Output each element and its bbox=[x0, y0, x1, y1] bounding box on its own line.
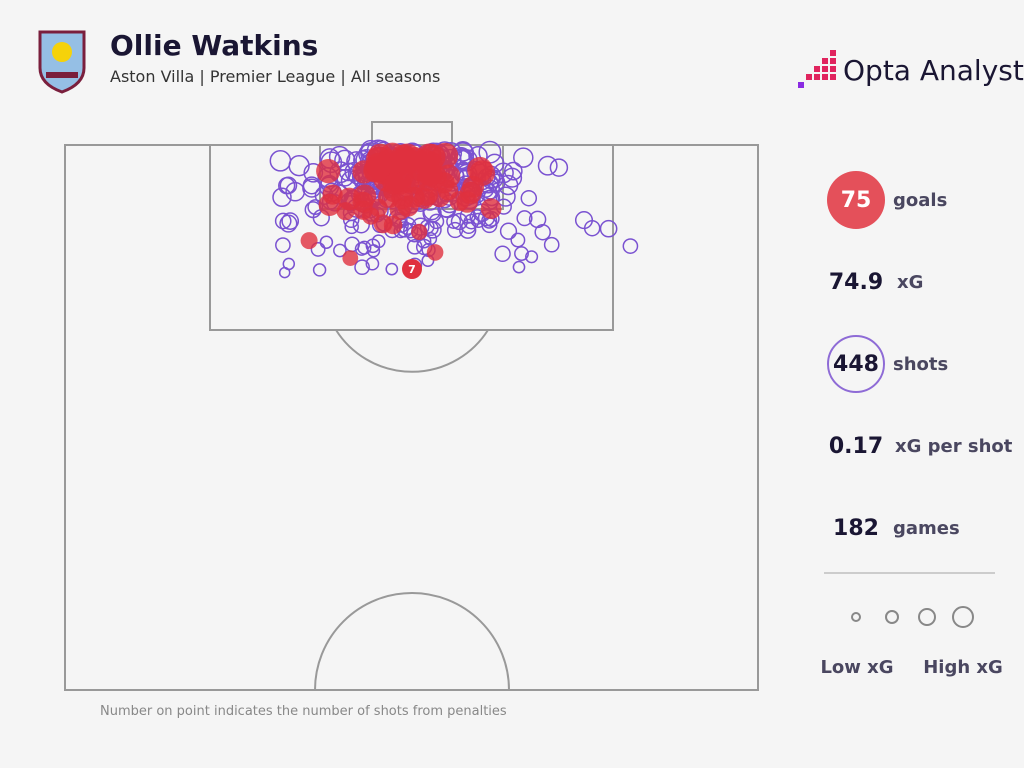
shot-marker bbox=[278, 266, 291, 279]
shot-marker bbox=[520, 189, 538, 207]
shot-marker bbox=[344, 219, 359, 235]
goal-marker bbox=[411, 223, 428, 240]
shot-marker bbox=[365, 238, 381, 254]
goal-marker bbox=[316, 159, 341, 184]
goal-marker bbox=[365, 152, 393, 179]
shot-marker bbox=[534, 223, 551, 241]
stat-label: xG per shot bbox=[895, 436, 1013, 457]
shot-marker bbox=[525, 250, 539, 264]
shot-marker bbox=[512, 260, 526, 274]
shot-marker bbox=[622, 238, 639, 254]
shot-marker bbox=[288, 155, 310, 177]
shot-marker bbox=[428, 213, 445, 230]
goal-marker bbox=[437, 179, 459, 201]
shot-marker bbox=[279, 214, 298, 233]
footnote: Number on point indicates the number of … bbox=[100, 704, 507, 719]
goal-marker bbox=[480, 198, 502, 220]
goal-marker bbox=[318, 193, 341, 216]
legend-sizes bbox=[851, 606, 974, 628]
shot-marker bbox=[312, 263, 327, 277]
shot-marker bbox=[281, 212, 300, 230]
goal-marker bbox=[389, 199, 411, 220]
goal-marker bbox=[342, 250, 359, 266]
stat-label: xG bbox=[897, 272, 923, 293]
shot-marker bbox=[537, 155, 558, 176]
goal-marker bbox=[353, 200, 373, 220]
shot-marker bbox=[543, 236, 560, 253]
brand-logo bbox=[798, 50, 836, 88]
stat-label: shots bbox=[893, 354, 948, 375]
shot-marker bbox=[272, 187, 292, 208]
shot-marker bbox=[499, 222, 518, 240]
shot-map bbox=[269, 139, 639, 279]
shot-marker bbox=[385, 262, 399, 276]
stat-value: 448 bbox=[833, 352, 879, 377]
shot-marker bbox=[495, 186, 516, 207]
goal-marker bbox=[369, 198, 388, 217]
shot-marker bbox=[516, 210, 533, 227]
shot-marker bbox=[599, 219, 618, 238]
shot-marker bbox=[354, 259, 370, 276]
shot-marker bbox=[333, 243, 347, 258]
goal-marker bbox=[456, 191, 478, 213]
goal-marker bbox=[426, 244, 444, 261]
goal-marker bbox=[403, 186, 425, 208]
shot-marker bbox=[275, 237, 291, 253]
club-crest bbox=[38, 30, 86, 94]
shot-marker bbox=[279, 176, 298, 195]
shot-marker bbox=[310, 241, 326, 257]
goal-marker bbox=[337, 187, 361, 211]
stat-value: 74.9 bbox=[829, 270, 883, 295]
stat-label: goals bbox=[893, 190, 947, 211]
goal-marker bbox=[383, 215, 403, 235]
shot-marker bbox=[494, 245, 511, 263]
stat-value: 0.17 bbox=[829, 434, 883, 459]
shot-marker bbox=[319, 235, 334, 249]
goal-marker bbox=[467, 156, 493, 183]
shot-marker bbox=[274, 212, 292, 230]
shot-marker bbox=[365, 256, 380, 271]
stat-value: 182 bbox=[833, 516, 879, 541]
shots-badge bbox=[827, 335, 885, 393]
title: Ollie Watkins bbox=[110, 29, 318, 62]
shot-marker bbox=[510, 232, 526, 248]
penalty-marker: 7 bbox=[408, 263, 416, 276]
goals-badge bbox=[827, 171, 885, 229]
shot-marker bbox=[513, 147, 534, 168]
shot-marker bbox=[514, 246, 529, 262]
stat-label: games bbox=[893, 518, 960, 539]
goal-marker bbox=[393, 143, 421, 171]
shot-marker bbox=[366, 244, 381, 258]
legend-high: High xG bbox=[923, 657, 1003, 678]
shot-marker bbox=[583, 219, 601, 237]
subtitle: Aston Villa | Premier League | All seaso… bbox=[110, 67, 440, 86]
shot-marker bbox=[459, 221, 477, 239]
goal-marker bbox=[300, 232, 318, 250]
brand: Opta Analyst bbox=[843, 54, 1024, 87]
penalty-marker-dot bbox=[402, 259, 422, 279]
shot-marker bbox=[549, 158, 569, 177]
stat-value: 75 bbox=[841, 188, 872, 213]
shot-marker bbox=[446, 221, 464, 239]
legend-low: Low xG bbox=[820, 657, 893, 678]
